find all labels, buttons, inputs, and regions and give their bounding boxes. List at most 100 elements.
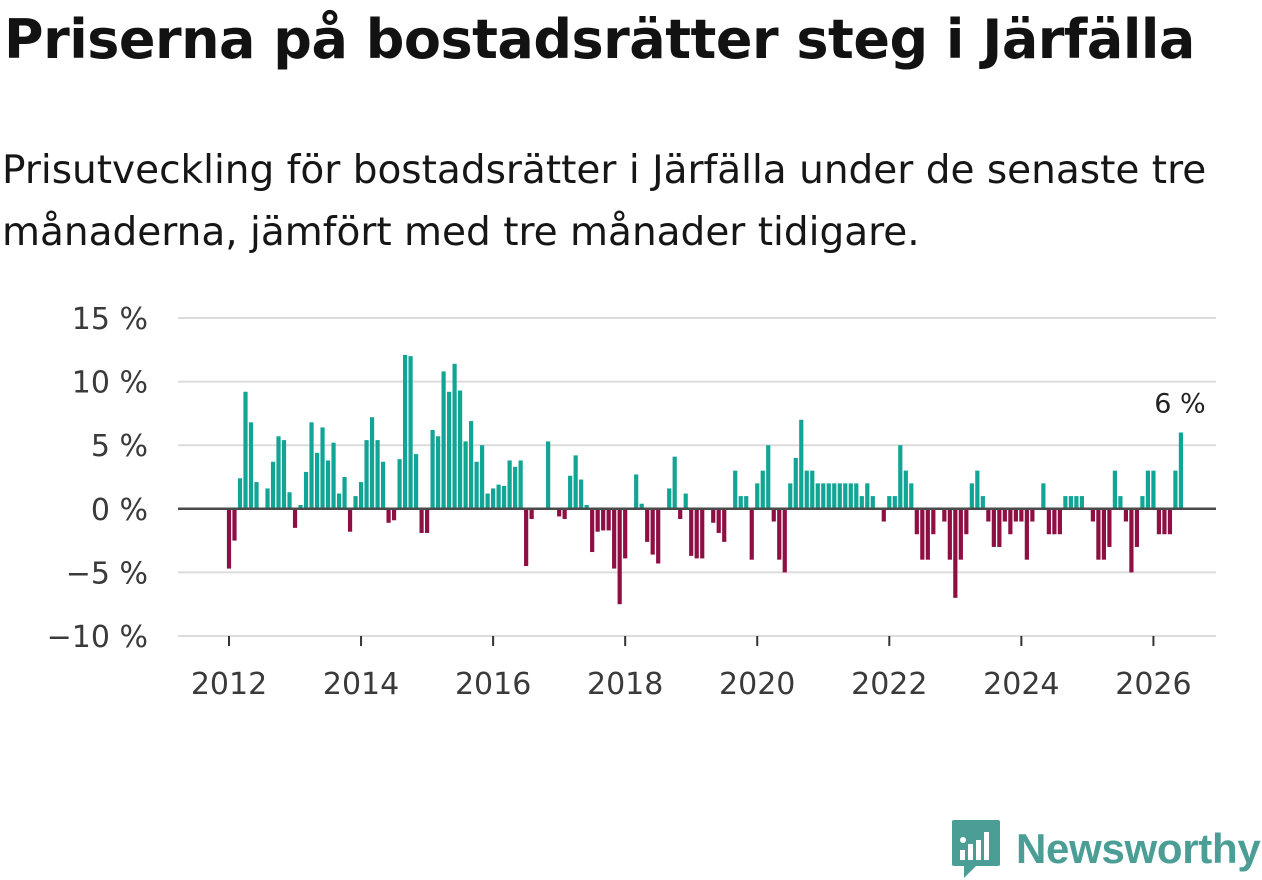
bar (656, 508, 661, 564)
bar (314, 452, 320, 509)
bar (595, 508, 600, 532)
bar (364, 440, 369, 509)
bar (689, 508, 694, 556)
bar (281, 440, 287, 509)
bar (683, 493, 688, 509)
y-tick-label: 5 % (91, 429, 148, 464)
bar (419, 508, 424, 533)
bar (925, 508, 930, 560)
bar (298, 504, 303, 509)
x-tick-label: 2026 (1115, 667, 1191, 702)
bar (336, 493, 342, 509)
bar (848, 483, 853, 509)
bar (331, 442, 336, 509)
bar (232, 508, 237, 541)
bar (1002, 508, 1007, 522)
bar (678, 508, 683, 519)
bar (386, 508, 391, 523)
bar (843, 483, 848, 509)
bar (1145, 470, 1151, 509)
bar (716, 508, 721, 533)
bar (1074, 496, 1079, 509)
bar (749, 508, 754, 560)
bar (369, 417, 375, 509)
bar (524, 508, 529, 567)
chart-subtitle: Prisutveckling för bostadsrätter i Järfä… (2, 148, 1207, 255)
bar (694, 508, 699, 559)
bar (485, 493, 490, 509)
bar (903, 470, 908, 509)
bar (1024, 508, 1029, 560)
bar (1162, 508, 1167, 535)
bar (1173, 470, 1178, 509)
bar (265, 488, 270, 509)
bar (1068, 496, 1073, 509)
bar (1046, 508, 1051, 535)
bar (1134, 508, 1140, 547)
bar (887, 496, 892, 509)
bar (347, 508, 353, 532)
bar (424, 508, 430, 533)
bar (881, 508, 886, 522)
bar (1041, 483, 1046, 509)
bar (991, 508, 996, 547)
bar (986, 508, 991, 522)
bar (672, 456, 677, 509)
bar (832, 483, 837, 509)
bar (815, 483, 820, 509)
bar (738, 496, 743, 509)
bar (573, 455, 578, 509)
bar-chart: 15 % 10 % 5 % 0 % −5 % −10 % 2012 2014 2016 2018… (47, 302, 1216, 702)
bar (969, 483, 974, 509)
bar (997, 508, 1002, 547)
bar (402, 354, 408, 509)
bar (870, 496, 875, 509)
bar (650, 508, 655, 555)
x-axis-ticks: 2012 2014 2016 2018 2020 2022 2024 2026 (191, 636, 1192, 702)
bar (375, 440, 380, 509)
bar (309, 422, 314, 509)
bar (634, 474, 639, 509)
bar (975, 470, 980, 509)
bar (441, 371, 446, 509)
x-tick-label: 2022 (851, 667, 927, 702)
bar (1107, 508, 1112, 547)
bar (980, 496, 985, 509)
bar (325, 460, 331, 509)
bar (1096, 508, 1101, 560)
y-tick-label: 10 % (72, 366, 148, 401)
bar (1090, 508, 1095, 522)
bar (733, 470, 738, 509)
bar (513, 466, 518, 509)
y-axis-ticks: 15 % 10 % 5 % 0 % −5 % −10 % (47, 302, 148, 655)
bar (590, 508, 595, 553)
bar (248, 422, 254, 509)
bar (859, 496, 864, 509)
bar (854, 483, 859, 509)
bar (788, 483, 793, 509)
bar (391, 508, 397, 521)
x-tick-label: 2024 (983, 667, 1059, 702)
bar (1019, 508, 1024, 522)
bar (898, 445, 903, 509)
bar (292, 508, 298, 528)
bar (463, 441, 468, 509)
bar (353, 496, 358, 509)
bar (1178, 432, 1184, 509)
bar (722, 508, 727, 542)
bar (303, 471, 309, 509)
bar (1123, 508, 1129, 522)
bar (562, 508, 567, 519)
bar (358, 482, 364, 509)
bar (507, 460, 512, 509)
bar (276, 436, 281, 509)
bar (584, 504, 589, 509)
bar (1101, 508, 1106, 560)
bar (1151, 470, 1156, 509)
bar (557, 508, 562, 517)
bar (865, 483, 870, 509)
bar (639, 503, 644, 509)
bar (1079, 496, 1084, 509)
bar (1063, 496, 1068, 509)
bar (645, 508, 650, 542)
